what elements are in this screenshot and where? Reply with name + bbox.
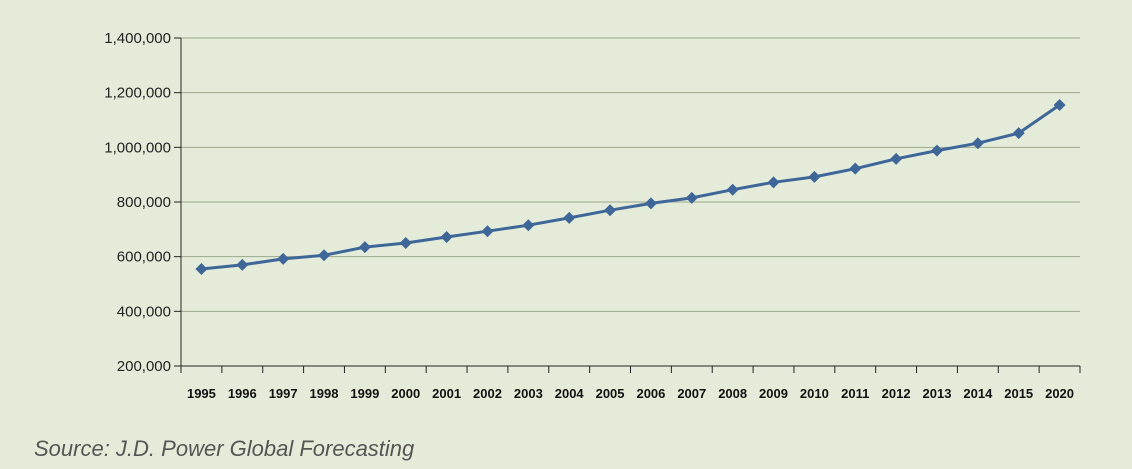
data-point-marker (767, 176, 780, 189)
data-point-marker (1012, 127, 1025, 140)
x-tick-label: 2001 (432, 386, 461, 401)
x-tick-label: 2011 (841, 386, 869, 401)
y-tick-label: 600,000 (117, 249, 171, 266)
x-tick-label: 2002 (473, 386, 502, 401)
data-point-marker (930, 144, 943, 157)
data-point-marker (849, 162, 862, 175)
data-point-marker (318, 249, 331, 262)
data-point-marker (971, 137, 984, 150)
x-tick-label: 2004 (555, 386, 585, 401)
data-point-marker (358, 241, 371, 254)
series-line (201, 103, 1061, 271)
data-point-marker (1053, 98, 1066, 111)
y-tick-label: 1,200,000 (104, 85, 171, 102)
x-tick-label: 2009 (759, 386, 788, 401)
data-point-marker (563, 211, 576, 224)
y-tick-label: 800,000 (117, 194, 171, 211)
data-point-marker (522, 219, 535, 232)
x-tick-label: 2015 (1004, 386, 1033, 401)
line-chart: 200,000 400,000 600,000 800,000 1,000,000 1,2… (104, 30, 1081, 401)
x-tick-label: 2005 (596, 386, 625, 401)
x-tick-label: 2008 (718, 386, 747, 401)
source-note: Source: J.D. Power Global Forecasting (34, 436, 415, 461)
data-point-marker (890, 152, 903, 165)
data-point-marker (726, 183, 739, 196)
chart-svg: 200,000 400,000 600,000 800,000 1,000,000 1,2… (104, 30, 1081, 401)
x-tick-label: 1995 (187, 386, 216, 401)
y-tick-label: 1,400,000 (104, 30, 171, 47)
x-tick-label: 1998 (310, 386, 339, 401)
x-tick-label: 2014 (963, 386, 993, 401)
x-tick-label: 2007 (677, 386, 706, 401)
x-tick-label: 2006 (636, 386, 665, 401)
x-tick-label: 2012 (882, 386, 911, 401)
x-tick-label: 2000 (391, 386, 420, 401)
data-point-marker (481, 225, 494, 238)
x-tick-label: 2003 (514, 386, 543, 401)
data-point-marker (604, 204, 617, 217)
data-point-marker (195, 262, 208, 275)
data-point-marker (644, 197, 657, 210)
data-point-marker (399, 237, 412, 249)
y-tick-label: 400,000 (117, 303, 171, 320)
x-tick-label: 2020 (1045, 386, 1074, 401)
y-tick-label: 200,000 (117, 358, 171, 375)
x-tick-label: 2010 (800, 386, 829, 401)
x-tick-label: 1997 (269, 386, 298, 401)
data-point-marker (277, 252, 290, 265)
x-tick-label: 2013 (923, 386, 952, 401)
x-tick-label: 1999 (350, 386, 379, 401)
data-point-marker (808, 170, 821, 183)
data-point-marker (685, 191, 698, 204)
data-point-marker (440, 230, 453, 243)
x-tick-label: 1996 (228, 386, 257, 401)
data-point-marker (236, 258, 249, 271)
y-tick-label: 1,000,000 (104, 139, 171, 156)
